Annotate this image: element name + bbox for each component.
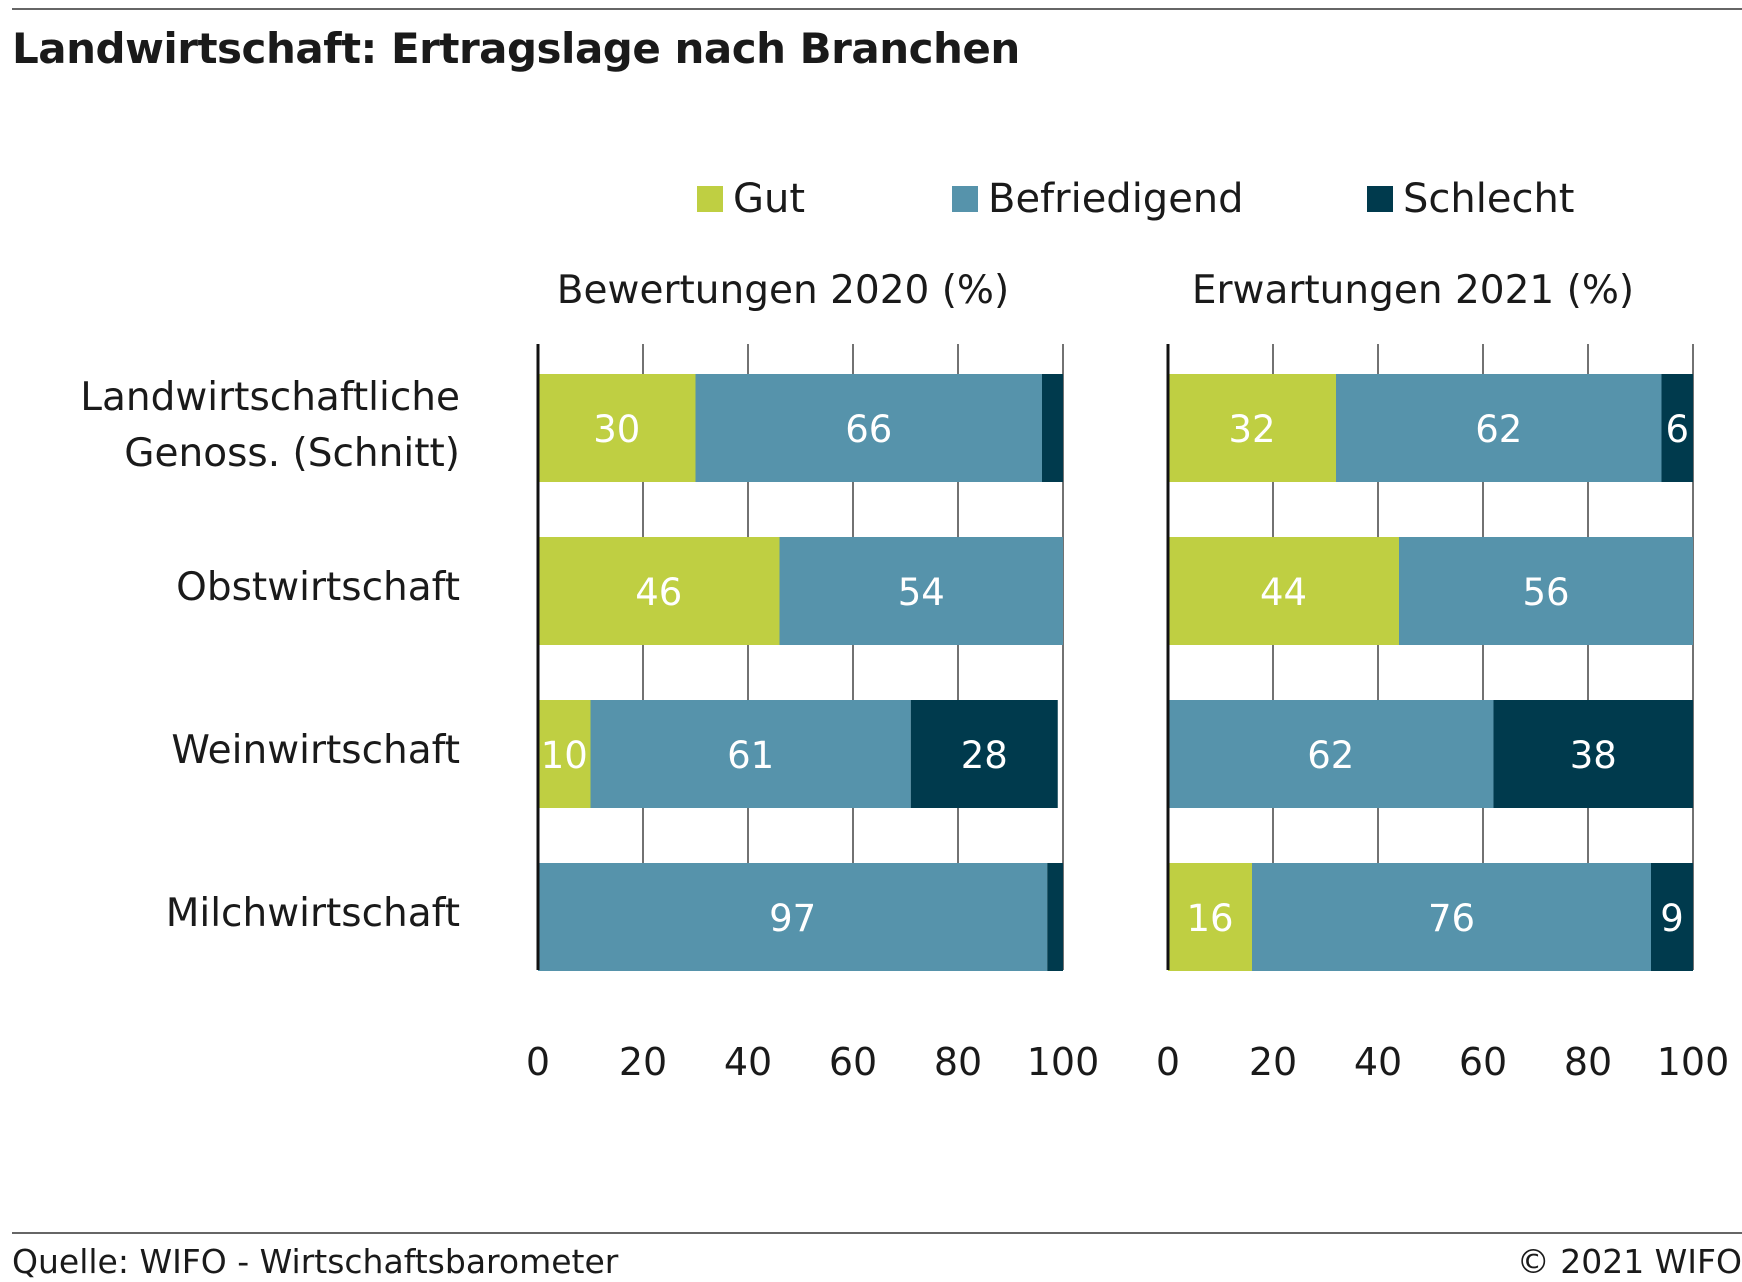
data-label-1-2-2: 38 — [1570, 734, 1617, 777]
legend-label-gut: Gut — [733, 176, 806, 222]
legend-swatch-schlecht — [1367, 186, 1393, 212]
bar-1-3-1 — [1252, 863, 1651, 971]
tick-label-0-0: 0 — [525, 1040, 551, 1084]
tick-label-0-20: 20 — [618, 1040, 668, 1084]
data-label-1-0-0: 32 — [1228, 408, 1275, 451]
data-label-1-3-1: 76 — [1428, 897, 1475, 940]
data-label-1-3-2: 9 — [1660, 897, 1684, 940]
data-label-1-0-2: 6 — [1665, 408, 1689, 451]
data-label-1-1-0: 44 — [1260, 571, 1307, 614]
data-label-0-0-0: 30 — [593, 408, 640, 451]
category-label-milch: Milchwirtschaft — [165, 891, 460, 936]
data-label-0-2-0: 10 — [541, 734, 588, 777]
legend-swatch-gut — [697, 186, 723, 212]
bar-0-2-1 — [590, 700, 911, 808]
category-label-obst: Obstwirtschaft — [176, 565, 460, 610]
data-label-1-1-1: 56 — [1522, 571, 1569, 614]
footer-copyright: © 2021 WIFO — [1516, 1242, 1742, 1281]
legend-label-befriedigend: Befriedigend — [988, 176, 1244, 222]
bar-0-2-0 — [538, 700, 591, 808]
bar-1-1-0 — [1168, 537, 1399, 645]
bar-0-1-0 — [538, 537, 780, 645]
bar-1-3-2 — [1651, 863, 1693, 971]
data-label-1-3-0: 16 — [1186, 897, 1233, 940]
bar-0-2-2 — [910, 700, 1058, 808]
tick-label-0-100: 100 — [1026, 1040, 1100, 1084]
bar-1-0-1 — [1336, 374, 1662, 482]
data-label-0-2-2: 28 — [961, 734, 1008, 777]
tick-label-1-100: 100 — [1656, 1040, 1730, 1084]
tick-label-0-60: 60 — [828, 1040, 878, 1084]
category-label-genoss: Landwirtschaftliche Genoss. (Schnitt) — [80, 370, 460, 482]
bar-0-1-1 — [779, 537, 1063, 645]
legend-swatch-befriedigend — [952, 186, 978, 212]
legend-item-befriedigend: Befriedigend — [952, 176, 1244, 222]
data-label-1-0-1: 62 — [1475, 408, 1522, 451]
data-label-0-0-1: 66 — [845, 408, 892, 451]
bar-0-0-0 — [538, 374, 696, 482]
tick-label-1-20: 20 — [1248, 1040, 1298, 1084]
bottom-rule — [12, 1232, 1742, 1234]
category-label-genoss-line1: Landwirtschaftliche — [80, 375, 460, 420]
tick-label-1-80: 80 — [1563, 1040, 1613, 1084]
data-label-0-3-1: 97 — [769, 897, 816, 940]
tick-label-0-40: 40 — [723, 1040, 773, 1084]
category-label-wein: Weinwirtschaft — [171, 728, 460, 773]
bar-0-0-1 — [695, 374, 1042, 482]
bar-1-0-0 — [1168, 374, 1336, 482]
data-label-0-2-1: 61 — [727, 734, 774, 777]
bar-1-1-1 — [1399, 537, 1693, 645]
panel-title-erwartungen: Erwartungen 2021 (%) — [1191, 268, 1635, 313]
data-label-0-1-1: 54 — [898, 571, 945, 614]
footer-source: Quelle: WIFO - Wirtschaftsbarometer — [12, 1242, 619, 1281]
chart-title: Landwirtschaft: Ertragslage nach Branche… — [12, 24, 1020, 73]
bar-0-3-1 — [538, 863, 1048, 971]
bar-0-3-2 — [1047, 863, 1063, 971]
bar-1-3-0 — [1168, 863, 1252, 971]
data-label-1-2-1: 62 — [1307, 734, 1354, 777]
bar-1-2-2 — [1493, 700, 1693, 808]
category-label-genoss-line2: Genoss. (Schnitt) — [124, 431, 460, 476]
bar-1-0-2 — [1661, 374, 1693, 482]
tick-label-1-60: 60 — [1458, 1040, 1508, 1084]
panel-title-bewertungen: Bewertungen 2020 (%) — [556, 268, 1010, 313]
tick-label-1-0: 0 — [1155, 1040, 1181, 1084]
tick-label-0-80: 80 — [933, 1040, 983, 1084]
tick-label-1-40: 40 — [1353, 1040, 1403, 1084]
legend-label-schlecht: Schlecht — [1403, 176, 1575, 222]
legend-item-gut: Gut — [697, 176, 805, 222]
data-label-0-1-0: 46 — [635, 571, 682, 614]
legend-item-schlecht: Schlecht — [1367, 176, 1574, 222]
top-rule — [12, 8, 1742, 10]
bar-0-0-2 — [1042, 374, 1063, 482]
bar-1-2-1 — [1168, 700, 1494, 808]
